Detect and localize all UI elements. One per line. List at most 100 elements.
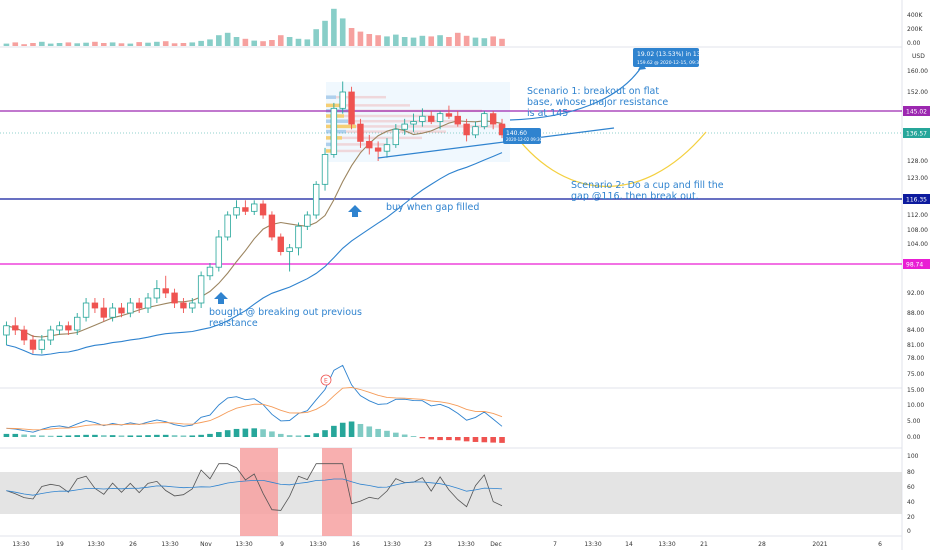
- level-badge-2: [903, 259, 930, 269]
- volume-bar-31: [277, 35, 284, 46]
- scenario1-arrow-line: [509, 65, 643, 121]
- macd-bar-20: [180, 435, 187, 437]
- candle-body-50: [445, 113, 453, 117]
- macd-bar-53: [472, 437, 479, 442]
- macd-bar-10: [92, 434, 98, 437]
- rsi-label-40: 40: [907, 499, 915, 506]
- time-tick-5: Nov: [200, 541, 212, 548]
- volume-bar-36: [322, 20, 328, 46]
- macd-bar-49: [437, 437, 443, 441]
- price-tick-4: 128.00: [907, 158, 928, 165]
- time-tick-2: 13:30: [87, 541, 104, 548]
- candle-body-15: [135, 302, 143, 309]
- macd-bar-52: [463, 437, 470, 442]
- price-tick-13: 84.00: [907, 327, 924, 334]
- macd-bar-18: [162, 434, 169, 437]
- rsi-label-80: 80: [907, 469, 915, 476]
- volume-bar-28: [251, 40, 258, 46]
- macd-bar-39: [348, 421, 355, 437]
- earnings-marker-icon[interactable]: [320, 374, 332, 386]
- moving-average-lines: [6, 120, 503, 356]
- volume-bar-13: [118, 43, 125, 46]
- volume-label-200k: 200K: [907, 26, 923, 33]
- volume-bar-32: [286, 37, 293, 46]
- volume-bar-21: [189, 42, 196, 46]
- level-badge-text-0: 145.02: [906, 109, 927, 116]
- volume-bar-34: [304, 39, 311, 46]
- profile-bar-5: [326, 124, 356, 129]
- macd-bar-25: [224, 430, 231, 437]
- price-tick-0: 160.00: [907, 68, 928, 75]
- volume-bar-35: [313, 29, 319, 46]
- volume-bar-27: [242, 38, 249, 46]
- volume-bar-15: [136, 42, 142, 46]
- candle-body-1: [12, 325, 19, 331]
- time-tick-10: 13:30: [383, 541, 400, 548]
- volume-bar-14: [127, 43, 134, 46]
- candle-body-46: [410, 121, 417, 125]
- volume-bar-12: [109, 42, 116, 46]
- price-tick-5: 123.00: [907, 175, 928, 182]
- earnings-marker-label: E: [324, 378, 328, 385]
- volume-bar-3: [30, 43, 36, 46]
- volume-bar-2: [21, 44, 27, 46]
- scenario2-text: Scenario 2: Do a cup and fill the gap @1…: [571, 180, 727, 202]
- rsi-label-0: 0: [907, 528, 911, 535]
- candle-body-5: [47, 329, 54, 341]
- macd-bar-31: [277, 433, 284, 437]
- volume-bar-49: [437, 35, 443, 46]
- time-tick-15: 13:30: [584, 541, 601, 548]
- volume-profile-box: [326, 82, 510, 162]
- profile-ext-7: [342, 136, 422, 140]
- volume-bar-5: [47, 43, 54, 46]
- candle-body-17: [153, 288, 161, 299]
- profile-ext-1: [340, 104, 410, 107]
- measure-badge-mid-sub: 2020-12-02 09:30: [506, 137, 543, 142]
- last-price-badge-text: 136.57: [906, 131, 927, 138]
- price-axis-ticks: 160.00 152.00 128.00 123.00 112.00 108.00 104.…: [907, 68, 928, 378]
- candle-body-38: [339, 91, 346, 109]
- rsi-label-100: 100: [907, 453, 919, 460]
- volume-bars: [3, 8, 505, 47]
- volume-bar-26: [233, 37, 240, 46]
- volume-bar-11: [100, 43, 107, 46]
- time-tick-3: 26: [129, 541, 137, 548]
- macd-bar-54: [481, 437, 488, 443]
- candle-body-0: [3, 325, 10, 336]
- candle-body-23: [206, 266, 214, 277]
- time-tick-12: 13:30: [457, 541, 474, 548]
- volume-bar-55: [490, 36, 496, 46]
- candle-body-11: [100, 307, 107, 318]
- volume-bar-1: [12, 42, 19, 46]
- price-tick-11: 92.00: [907, 290, 924, 297]
- macd-bar-34: [304, 435, 311, 437]
- scenario2-cup-curve: [509, 127, 707, 187]
- volume-bar-33: [295, 38, 302, 46]
- last-price-badge: [903, 128, 930, 138]
- volume-bar-42: [375, 35, 381, 46]
- profile-ext-9: [332, 149, 362, 153]
- candle-body-40: [357, 123, 364, 142]
- volume-bar-50: [446, 37, 452, 46]
- volume-bar-4: [39, 41, 45, 46]
- macd-bar-33: [295, 435, 302, 437]
- time-tick-6: 13:30: [235, 541, 252, 548]
- rsi-pane: [6, 463, 503, 511]
- volume-bar-10: [92, 41, 98, 46]
- volume-bar-46: [410, 37, 417, 46]
- candle-body-4: [38, 339, 46, 350]
- time-tick-20: 2021: [812, 541, 827, 548]
- macd-bar-15: [136, 435, 142, 437]
- time-tick-7: 9: [280, 541, 284, 548]
- rsi-label-60: 60: [907, 484, 915, 491]
- macd-bar-35: [313, 433, 319, 437]
- volume-bar-52: [463, 35, 470, 46]
- bought-text: bought @ breaking out previous resistanc…: [209, 307, 365, 329]
- macd-bar-45: [401, 434, 408, 437]
- scenario1-text: Scenario 1: breakout on flat base, whose…: [527, 86, 671, 119]
- macd-bar-46: [410, 436, 417, 437]
- macd-bar-36: [322, 430, 328, 437]
- macd-bar-40: [357, 423, 364, 437]
- volume-bar-47: [419, 35, 426, 46]
